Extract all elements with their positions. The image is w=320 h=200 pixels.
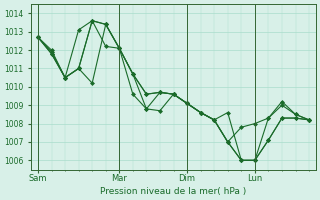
X-axis label: Pression niveau de la mer( hPa ): Pression niveau de la mer( hPa )	[100, 187, 247, 196]
